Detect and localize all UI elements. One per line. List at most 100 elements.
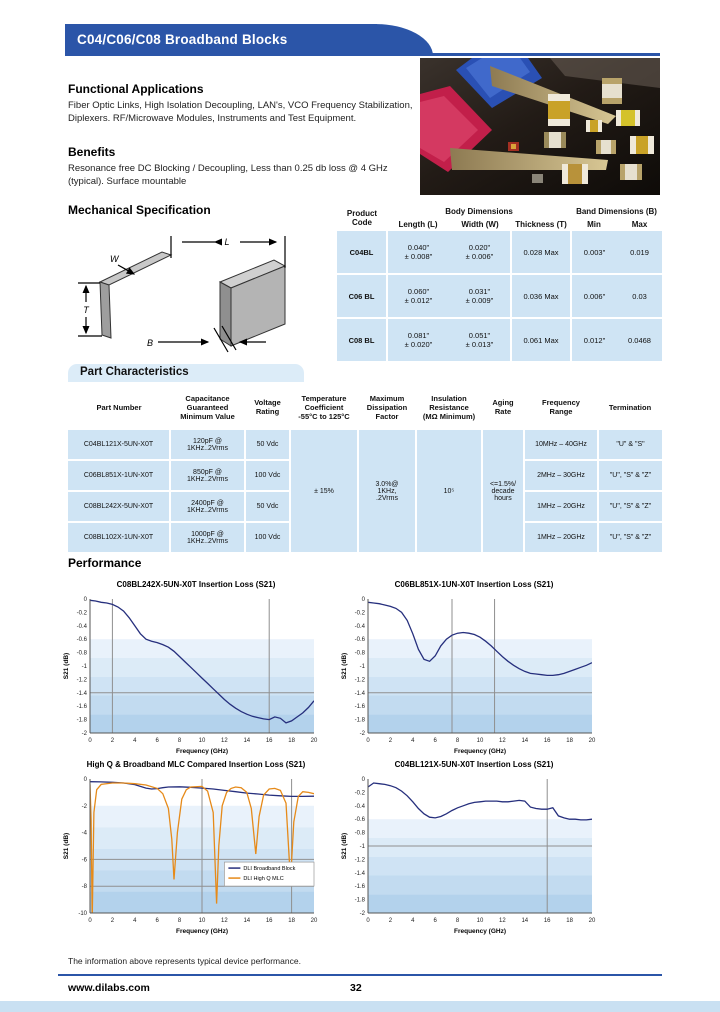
svg-text:18: 18 [288,738,295,744]
svg-text:-10: -10 [78,911,87,917]
part-col-header: Capacitance Guaranteed Minimum Value [170,384,245,430]
svg-text:-1: -1 [360,664,366,670]
part-cell-termination: "U", "S" & "Z" [597,459,662,491]
svg-text:16: 16 [266,918,273,924]
mech-cell-thickness: 0.036 Max [509,273,572,318]
svg-text:-0.2: -0.2 [355,790,366,796]
svg-text:10: 10 [199,738,206,744]
svg-text:-1.8: -1.8 [355,898,366,904]
mech-cell-width: 0.031" ± 0.009" [449,273,511,318]
svg-text:2: 2 [111,738,115,744]
dim-label-t: T [83,305,90,315]
svg-text:0: 0 [362,597,366,603]
series-line [90,782,314,913]
page-title: C04/C06/C08 Broadband Blocks [77,32,288,47]
part-cell-capacitance: 1000pF @ 1KHz..2Vrms [169,521,245,552]
svg-text:0: 0 [366,738,370,744]
mech-col-width: Width (W) [449,218,511,231]
part-cell-capacitance: 120pF @ 1KHz..2Vrms [169,430,245,460]
part-cell-voltage: 100 Vdc [244,521,290,552]
y-axis-label: S21 (dB) [341,653,348,679]
part-col-header: Voltage Rating [245,384,290,430]
mech-cell-code: C06 BL [337,273,387,318]
svg-text:-1.4: -1.4 [355,691,366,697]
table-row: C04BL121X-5UN-X0T 120pF @ 1KHz..2Vrms 50 V… [68,430,662,552]
table-row: C06 BL 0.060" ± 0.012" 0.031" ± 0.009" 0.03… [337,273,663,318]
svg-text:16: 16 [544,918,551,924]
svg-text:-0.4: -0.4 [355,624,366,630]
svg-text:10: 10 [477,918,484,924]
part-cell-number: C04BL121X-5UN-X0T [68,430,170,460]
svg-text:-2: -2 [82,804,88,810]
svg-text:-2: -2 [360,731,366,737]
svg-text:0: 0 [88,738,92,744]
mechanical-heading: Mechanical Specification [68,203,211,217]
mech-cell-width: 0.051" ± 0.013" [449,317,511,361]
mech-cell-length: 0.081" ± 0.020" [386,317,449,361]
svg-text:-1.2: -1.2 [355,857,366,863]
table-row: C04BL 0.040" ± 0.008" 0.020" ± 0.006" 0.028… [337,231,663,274]
footer-rule [58,974,662,976]
header-banner-curve [375,24,433,56]
svg-text:8: 8 [178,738,182,744]
part-cell-termination: "U", "S" & "Z" [597,521,662,552]
x-axis-label: Frequency (GHz) [454,928,506,935]
header-rule [420,53,660,56]
mech-cell-max: 0.0468 [617,317,663,361]
mech-col-thickness: Thickness (T) [511,218,572,231]
svg-text:-0.2: -0.2 [77,610,88,616]
svg-text:20: 20 [311,918,318,924]
svg-text:-0.2: -0.2 [355,610,366,616]
svg-text:8: 8 [456,738,460,744]
svg-text:6: 6 [156,738,160,744]
part-col-header: Termination [598,384,662,430]
mech-cell-min: 0.006" [570,273,618,318]
svg-text:-0.8: -0.8 [355,651,366,657]
svg-text:2: 2 [389,738,393,744]
mech-cell-length: 0.040" ± 0.008" [386,231,449,274]
applications-text: Fiber Optic Links, High Isolation Decoup… [68,100,413,124]
svg-text:12: 12 [499,918,506,924]
svg-text:-1: -1 [82,664,88,670]
series-line [90,599,314,724]
mech-cell-max: 0.019 [617,231,663,274]
svg-text:-1.6: -1.6 [77,704,88,710]
footer-url[interactable]: www.dilabs.com [68,982,150,994]
mechanical-table: Product Code Body Dimensions Band Dimens… [337,205,663,361]
svg-text:2: 2 [389,918,393,924]
x-axis-label: Frequency (GHz) [176,748,228,755]
table-row: C08 BL 0.081" ± 0.020" 0.051" ± 0.013" 0.06… [337,317,663,361]
mech-cell-thickness: 0.028 Max [509,231,572,274]
mech-cell-code: C08 BL [337,317,387,361]
svg-text:8: 8 [456,918,460,924]
mechanical-diagram: L W T B [70,222,330,365]
mech-cell-max: 0.03 [617,273,663,318]
part-cell-capacitance: 2400pF @ 1KHz..2Vrms [169,490,245,522]
part-cell-temp-coeff: ± 15% [289,430,358,552]
series-line [368,782,592,821]
part-col-header: Temperature Coefficient -55°C to 125°C [290,384,358,430]
part-cell-aging: <=1.5%/ decade hours [481,430,524,552]
svg-text:18: 18 [566,918,573,924]
mech-col-length: Length (L) [387,218,449,231]
svg-text:-0.6: -0.6 [355,817,366,823]
svg-text:-1.6: -1.6 [355,884,366,890]
chart-title: C08BL242X-5UN-X0T Insertion Loss (S21) [116,580,276,589]
benefits-text: Resonance free DC Blocking / Decoupling,… [68,163,388,187]
dim-label-w: W [110,254,120,264]
svg-text:12: 12 [499,738,506,744]
svg-text:-2: -2 [360,911,366,917]
header-banner [65,24,377,56]
part-cell-voltage: 50 Vdc [244,490,290,522]
svg-text:-1.8: -1.8 [77,718,88,724]
svg-text:-0.8: -0.8 [77,651,88,657]
svg-text:0: 0 [88,918,92,924]
svg-text:0: 0 [84,597,88,603]
svg-text:-0.6: -0.6 [77,637,88,643]
part-cell-voltage: 50 Vdc [244,430,290,460]
svg-text:18: 18 [288,918,295,924]
y-axis-label: S21 (dB) [341,833,348,859]
svg-text:-0.8: -0.8 [355,831,366,837]
svg-text:8: 8 [178,918,182,924]
legend-label: DLI High Q MLC [243,876,283,882]
